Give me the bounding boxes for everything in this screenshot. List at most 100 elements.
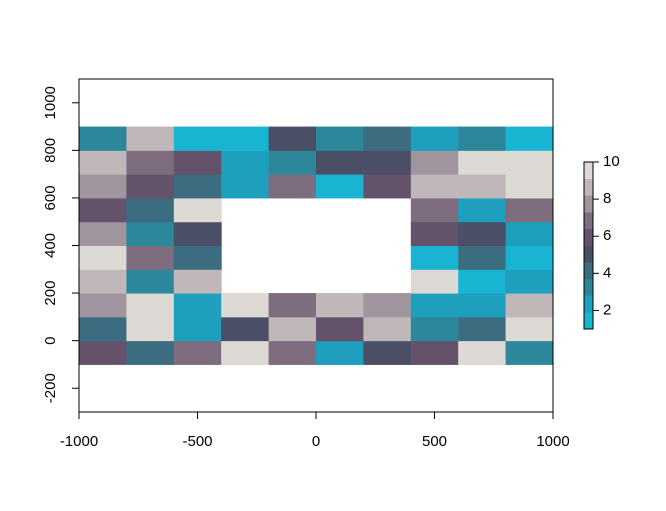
y-tick-label: 1000 — [42, 86, 59, 119]
cell — [79, 340, 127, 365]
cell — [363, 340, 412, 365]
legend-swatch — [584, 262, 593, 280]
cell — [410, 316, 459, 342]
cell — [505, 293, 554, 318]
x-tick-label: -1000 — [60, 433, 98, 450]
cell — [268, 293, 317, 318]
cell — [410, 197, 459, 223]
cell — [268, 316, 317, 342]
legend-frame — [583, 161, 594, 330]
cell — [173, 245, 222, 270]
cell — [268, 150, 317, 175]
cell — [316, 316, 364, 342]
cell — [173, 150, 222, 175]
cell — [268, 126, 317, 151]
legend-swatch — [584, 228, 593, 246]
cell — [316, 293, 364, 318]
x-tick-label: 500 — [422, 433, 447, 450]
cell — [363, 293, 412, 318]
cell — [126, 221, 175, 246]
cell — [268, 340, 317, 365]
cell — [79, 316, 127, 342]
cell — [458, 221, 507, 246]
x-tick-label: 0 — [312, 433, 320, 450]
legend-tick-label: 10 — [603, 153, 620, 170]
cell — [458, 293, 507, 318]
cell — [505, 150, 554, 175]
cell — [363, 316, 412, 342]
legend-swatch — [584, 278, 593, 296]
cell — [410, 340, 459, 365]
cell — [126, 126, 175, 151]
cell — [458, 245, 507, 270]
cell — [505, 197, 554, 223]
cell — [79, 150, 127, 175]
y-tick-label: -200 — [42, 373, 59, 403]
cell — [126, 269, 175, 294]
cell — [410, 269, 459, 294]
legend-tick-label: 2 — [603, 301, 611, 318]
cell — [505, 316, 554, 342]
cell — [79, 126, 127, 151]
cell — [79, 245, 127, 270]
cell — [126, 150, 175, 175]
cell — [410, 293, 459, 318]
y-tick-label: 800 — [42, 138, 59, 163]
cell — [173, 316, 222, 342]
cell — [268, 174, 317, 199]
cell — [79, 221, 127, 246]
cell — [79, 197, 127, 223]
y-tick-label: 600 — [42, 185, 59, 210]
cell — [458, 174, 507, 199]
cell — [221, 174, 270, 199]
cell — [221, 340, 270, 365]
legend-swatch — [584, 212, 593, 230]
x-tick-label: -500 — [182, 433, 212, 450]
cell — [173, 126, 222, 151]
cell — [316, 174, 364, 199]
cell — [458, 269, 507, 294]
cell — [410, 221, 459, 246]
cell — [458, 197, 507, 223]
cell — [221, 150, 270, 175]
x-tick-label: 1000 — [536, 433, 569, 450]
cell — [173, 174, 222, 199]
cell — [458, 316, 507, 342]
cell — [221, 316, 270, 342]
y-tick-label: 400 — [42, 233, 59, 258]
legend-tick-label: 4 — [603, 264, 611, 281]
cell — [126, 340, 175, 365]
legend-swatch — [584, 162, 593, 179]
cell — [505, 174, 554, 199]
legend-swatch — [584, 245, 593, 263]
cell — [173, 340, 222, 365]
cell — [79, 174, 127, 199]
cell — [505, 245, 554, 270]
cell — [173, 221, 222, 246]
cell — [458, 150, 507, 175]
legend-swatch — [584, 295, 593, 313]
cell — [410, 126, 459, 151]
cell — [79, 269, 127, 294]
cell — [458, 126, 507, 151]
cell — [79, 293, 127, 318]
legend-swatch — [584, 312, 593, 330]
cell — [505, 340, 554, 365]
legend-tick-label: 6 — [603, 227, 611, 244]
y-tick-label: 0 — [42, 336, 59, 344]
cell — [505, 269, 554, 294]
legend-tick-label: 8 — [603, 190, 611, 207]
cell — [316, 150, 364, 175]
y-tick-label: 200 — [42, 281, 59, 306]
cell — [126, 293, 175, 318]
cell — [363, 174, 412, 199]
cell — [505, 221, 554, 246]
cell — [410, 174, 459, 199]
cell — [173, 197, 222, 223]
cell — [410, 150, 459, 175]
cell — [316, 126, 364, 151]
legend-swatch — [584, 178, 593, 196]
cell — [458, 340, 507, 365]
cell — [173, 269, 222, 294]
